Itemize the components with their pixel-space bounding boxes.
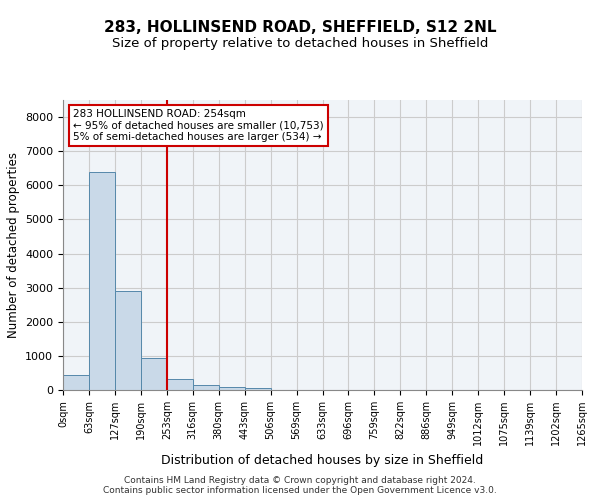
Bar bbox=[219, 387, 245, 390]
Text: 283 HOLLINSEND ROAD: 254sqm
← 95% of detached houses are smaller (10,753)
5% of : 283 HOLLINSEND ROAD: 254sqm ← 95% of det… bbox=[73, 108, 324, 142]
Bar bbox=[115, 291, 141, 390]
Bar bbox=[89, 172, 115, 390]
Bar bbox=[141, 358, 167, 390]
Text: Size of property relative to detached houses in Sheffield: Size of property relative to detached ho… bbox=[112, 38, 488, 51]
Bar bbox=[193, 385, 218, 390]
Text: 283, HOLLINSEND ROAD, SHEFFIELD, S12 2NL: 283, HOLLINSEND ROAD, SHEFFIELD, S12 2NL bbox=[104, 20, 496, 35]
Text: Contains HM Land Registry data © Crown copyright and database right 2024.
Contai: Contains HM Land Registry data © Crown c… bbox=[103, 476, 497, 495]
Y-axis label: Number of detached properties: Number of detached properties bbox=[7, 152, 20, 338]
Bar bbox=[63, 374, 89, 390]
X-axis label: Distribution of detached houses by size in Sheffield: Distribution of detached houses by size … bbox=[161, 454, 484, 466]
Bar bbox=[167, 378, 193, 390]
Bar bbox=[245, 388, 271, 390]
